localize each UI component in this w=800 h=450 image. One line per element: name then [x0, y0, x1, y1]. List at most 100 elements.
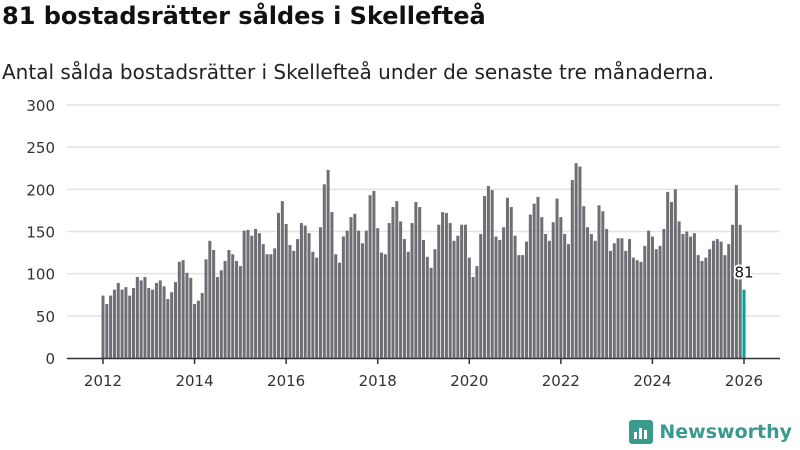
- bar: [334, 254, 338, 358]
- bar: [463, 224, 467, 358]
- bar: [437, 224, 441, 358]
- bar: [635, 260, 639, 358]
- bar: [215, 277, 219, 358]
- bar: [185, 272, 189, 358]
- bar: [402, 239, 406, 358]
- bar: [715, 239, 719, 358]
- bar: [673, 189, 677, 358]
- bar: [433, 249, 437, 358]
- bar: [181, 260, 185, 358]
- bar: [547, 240, 551, 358]
- bar: [311, 251, 315, 358]
- bar: [151, 289, 155, 358]
- bar: [418, 207, 422, 358]
- bar: [132, 288, 136, 358]
- bar: [731, 224, 735, 358]
- chart-subtitle: Antal sålda bostadsrätter i Skellefteå u…: [2, 60, 715, 84]
- bar: [574, 163, 578, 358]
- bar: [612, 243, 616, 358]
- y-tick-label: 50: [36, 308, 55, 326]
- bar: [383, 254, 387, 358]
- bar: [414, 201, 418, 358]
- bar: [288, 244, 292, 358]
- bar: [460, 224, 464, 358]
- bar: [425, 256, 429, 358]
- bar: [296, 239, 300, 358]
- bar: [269, 254, 273, 358]
- bar: [265, 254, 269, 358]
- bar: [639, 261, 643, 358]
- page-title: 81 bostadsrätter såldes i Skellefteå: [2, 2, 486, 30]
- bar: [532, 203, 536, 358]
- bar: [166, 298, 170, 358]
- bar: [536, 196, 540, 358]
- bar: [395, 201, 399, 358]
- bar: [364, 230, 368, 358]
- bar: [246, 229, 250, 358]
- bar: [734, 185, 738, 358]
- bar: [154, 282, 158, 358]
- bar: [353, 213, 357, 358]
- bar: [711, 240, 715, 358]
- bar: [669, 201, 674, 358]
- bar: [738, 224, 742, 358]
- bar: [261, 244, 265, 358]
- bar: [299, 223, 303, 358]
- bar: [318, 227, 322, 358]
- bar: [582, 206, 586, 358]
- bar: [628, 239, 632, 358]
- bar: [605, 228, 609, 358]
- y-tick-label: 100: [26, 266, 55, 284]
- bar: [593, 240, 597, 358]
- y-tick-label: 200: [26, 181, 55, 199]
- bar: [173, 282, 178, 358]
- bar: [135, 277, 139, 358]
- bar: [277, 212, 281, 358]
- y-tick-label: 150: [26, 224, 55, 242]
- bar: [120, 289, 124, 358]
- bar: [616, 238, 620, 358]
- bar: [219, 270, 223, 358]
- bar: [643, 245, 647, 358]
- x-tick-label: 2020: [450, 372, 488, 390]
- bar: [380, 252, 384, 358]
- bar: [204, 259, 208, 358]
- bar: [212, 250, 216, 358]
- y-tick-label: 300: [26, 97, 55, 115]
- bar: [421, 239, 426, 358]
- bar: [498, 239, 502, 358]
- newsworthy-logo: Newsworthy: [629, 420, 792, 444]
- bar: [238, 266, 242, 358]
- bar: [521, 255, 525, 358]
- bar: [177, 261, 181, 358]
- x-tick-label: 2012: [84, 372, 122, 390]
- bar: [650, 236, 654, 358]
- bar: [193, 304, 197, 358]
- x-tick-label: 2016: [267, 372, 305, 390]
- bar: [578, 166, 582, 358]
- bar: [486, 185, 490, 358]
- bar: [307, 233, 311, 358]
- bar: [666, 191, 670, 358]
- bar: [303, 225, 307, 358]
- bar: [116, 282, 120, 358]
- bar: [391, 207, 395, 358]
- bar: [406, 251, 410, 358]
- bar: [124, 287, 128, 358]
- bar: [509, 207, 513, 358]
- bar: [677, 221, 681, 358]
- bar: [654, 249, 658, 358]
- bar: [315, 257, 319, 358]
- bar: [631, 257, 635, 358]
- bar: [475, 266, 479, 358]
- bar: [608, 250, 612, 358]
- bar: [525, 241, 529, 358]
- bar: [139, 280, 143, 358]
- bar: [112, 289, 116, 358]
- bar: [570, 180, 574, 358]
- bar: [513, 235, 517, 358]
- bar: [479, 234, 483, 358]
- bar: [719, 241, 723, 358]
- bar: [128, 295, 132, 358]
